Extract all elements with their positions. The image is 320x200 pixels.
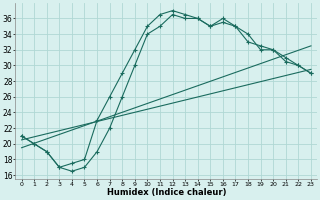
X-axis label: Humidex (Indice chaleur): Humidex (Indice chaleur): [107, 188, 226, 197]
